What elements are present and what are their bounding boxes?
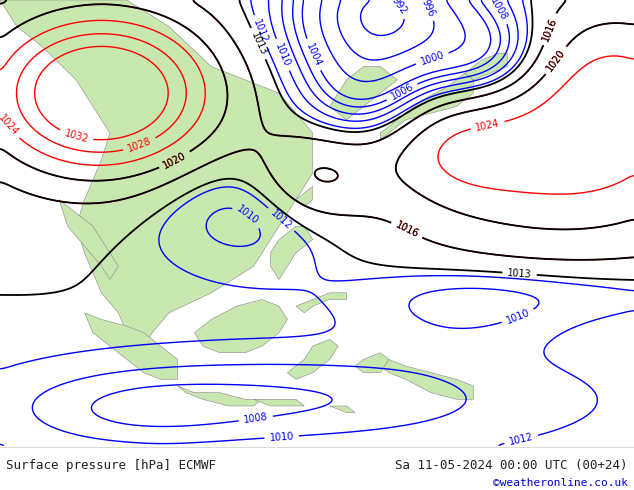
Text: 1012: 1012 — [269, 208, 294, 231]
Text: 1024: 1024 — [0, 113, 20, 138]
Polygon shape — [330, 67, 398, 120]
Text: 996: 996 — [420, 0, 437, 18]
Polygon shape — [355, 353, 389, 373]
Text: 1032: 1032 — [63, 128, 89, 145]
Polygon shape — [84, 313, 178, 379]
Text: Surface pressure [hPa] ECMWF: Surface pressure [hPa] ECMWF — [6, 459, 216, 472]
Polygon shape — [380, 359, 474, 399]
Polygon shape — [296, 293, 347, 313]
Text: 1028: 1028 — [127, 136, 153, 154]
Text: 1016: 1016 — [540, 16, 559, 42]
Polygon shape — [465, 53, 507, 80]
Polygon shape — [254, 399, 304, 406]
Text: 1004: 1004 — [304, 42, 323, 68]
Text: 1016: 1016 — [394, 220, 420, 240]
Polygon shape — [271, 226, 313, 279]
Text: ©weatheronline.co.uk: ©weatheronline.co.uk — [493, 478, 628, 488]
Text: 1013: 1013 — [507, 268, 532, 279]
Text: 1016: 1016 — [394, 220, 420, 240]
Text: 1020: 1020 — [162, 150, 188, 171]
Polygon shape — [195, 299, 287, 353]
Text: 1020: 1020 — [545, 48, 567, 74]
Polygon shape — [59, 199, 119, 279]
Text: 1012: 1012 — [251, 18, 269, 45]
Text: 1006: 1006 — [389, 82, 415, 102]
Text: 1008: 1008 — [489, 0, 509, 22]
Text: 1020: 1020 — [162, 150, 188, 171]
Text: 1024: 1024 — [475, 118, 501, 133]
Text: 1020: 1020 — [545, 48, 567, 74]
Text: 1000: 1000 — [419, 49, 446, 67]
Polygon shape — [0, 0, 313, 346]
Text: 1016: 1016 — [540, 16, 559, 42]
Text: Sa 11-05-2024 00:00 UTC (00+24): Sa 11-05-2024 00:00 UTC (00+24) — [395, 459, 628, 472]
Text: 1012: 1012 — [508, 432, 534, 447]
Text: 1010: 1010 — [273, 42, 292, 68]
Polygon shape — [380, 73, 474, 140]
Text: 1010: 1010 — [505, 308, 531, 326]
Polygon shape — [178, 386, 262, 406]
Polygon shape — [296, 186, 313, 206]
Polygon shape — [287, 340, 338, 379]
Text: 1008: 1008 — [243, 412, 269, 425]
Text: 1010: 1010 — [235, 204, 261, 227]
Text: 1010: 1010 — [269, 431, 294, 443]
Text: 992: 992 — [389, 0, 408, 17]
Polygon shape — [330, 406, 355, 413]
Text: 1013: 1013 — [249, 30, 268, 57]
